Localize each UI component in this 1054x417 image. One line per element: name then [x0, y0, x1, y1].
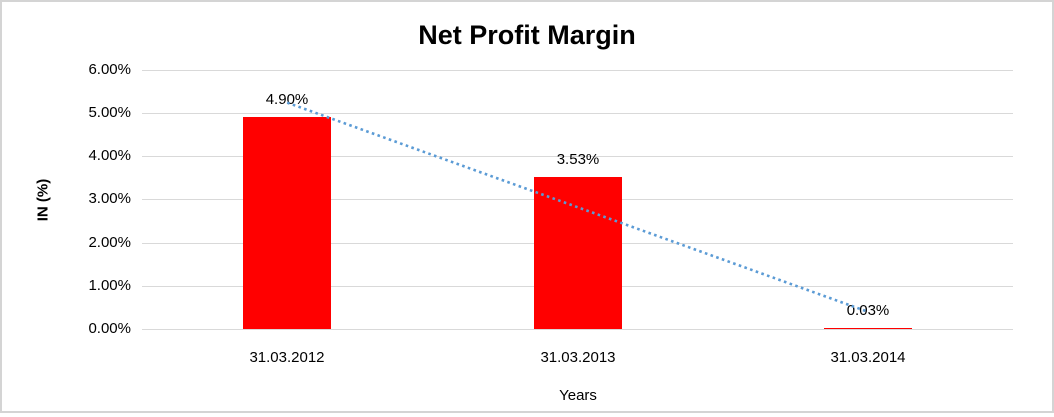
category-label: 31.03.2012: [249, 349, 325, 366]
data-label: 0.03%: [846, 302, 890, 319]
data-label: 3.53%: [556, 151, 600, 168]
y-tick-label: 2.00%: [88, 234, 131, 251]
bar-31.03.2012: [243, 117, 331, 329]
y-tick-label: 0.00%: [88, 320, 131, 337]
x-axis-title: Years: [559, 387, 597, 404]
category-label: 31.03.2014: [830, 349, 906, 366]
bar-31.03.2014: [824, 328, 912, 329]
y-tick-label: 5.00%: [88, 104, 131, 121]
y-tick-label: 3.00%: [88, 190, 131, 207]
data-label: 4.90%: [265, 91, 309, 108]
gridline: [142, 329, 1013, 330]
chart-title: Net Profit Margin: [418, 20, 636, 50]
bar-31.03.2013: [534, 177, 622, 329]
category-label: 31.03.2013: [540, 349, 616, 366]
y-tick-label: 6.00%: [88, 61, 131, 78]
gridline: [142, 113, 1013, 114]
gridline: [142, 70, 1013, 71]
y-tick-label: 4.00%: [88, 147, 131, 164]
y-tick-label: 1.00%: [88, 277, 131, 294]
